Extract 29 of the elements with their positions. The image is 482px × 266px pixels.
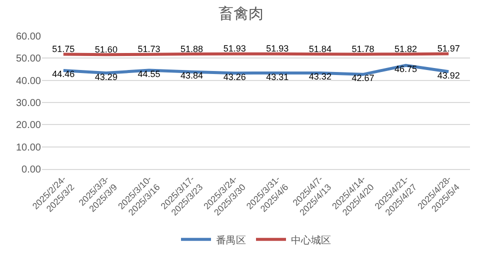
data-label: 43.26	[223, 72, 246, 82]
data-label: 43.32	[308, 72, 332, 82]
y-tick-label: 60.00	[16, 32, 42, 42]
data-label: 43.29	[94, 72, 118, 82]
y-tick-label: 0.00	[22, 164, 42, 176]
data-label: 51.82	[394, 44, 418, 54]
y-tick-label: 10.00	[16, 142, 42, 154]
y-tick-label: 20.00	[16, 120, 42, 132]
legend-label: 中心城区	[291, 234, 331, 246]
data-label: 51.78	[352, 44, 374, 54]
legend-label: 番禺区	[216, 234, 246, 246]
data-label: 51.97	[437, 44, 460, 54]
data-label: 51.93	[223, 44, 246, 54]
data-label: 44.46	[52, 69, 75, 80]
y-tick-label: 30.00	[16, 98, 42, 109]
data-label: 51.84	[308, 44, 332, 54]
data-label: 51.73	[138, 44, 160, 54]
y-tick-label: 40.00	[16, 76, 42, 87]
data-label: 43.31	[266, 72, 289, 82]
data-label: 51.93	[266, 44, 289, 54]
data-label: 51.60	[94, 44, 118, 54]
y-tick-label: 50.00	[16, 54, 42, 65]
data-label: 43.84	[180, 70, 204, 81]
data-label: 51.88	[180, 44, 204, 54]
chart-title: 畜禽肉	[218, 5, 264, 22]
data-label: 43.92	[437, 70, 460, 80]
data-label: 51.75	[52, 44, 75, 54]
data-label: 44.55	[138, 69, 160, 79]
data-label: 42.67	[352, 73, 374, 84]
